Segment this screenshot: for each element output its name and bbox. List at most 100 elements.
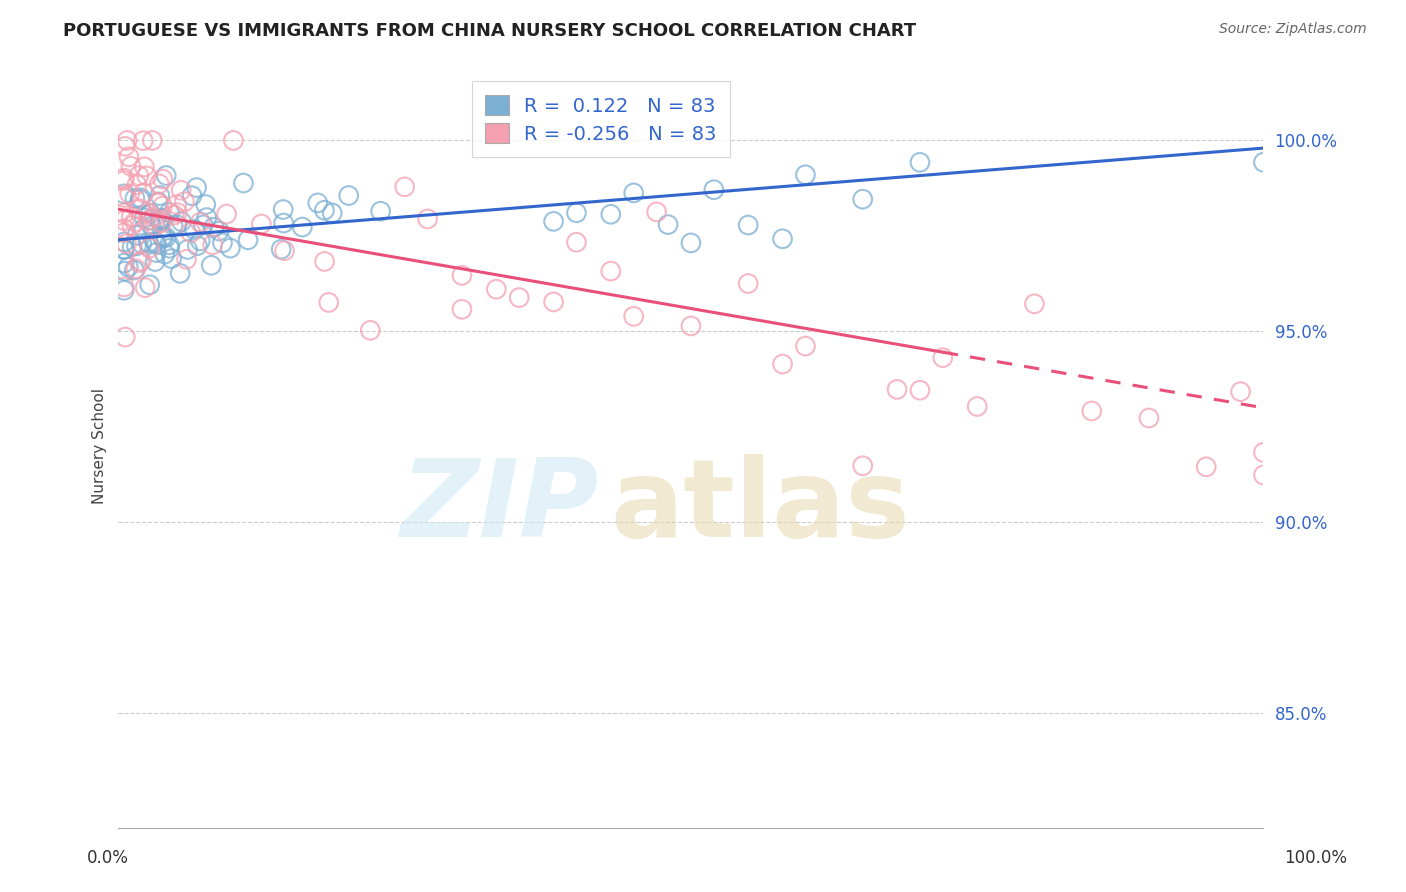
Point [170,215,193,229]
Point [128,169,150,183]
Point [932,351,955,365]
Point [120,159,142,173]
Point [112,206,135,220]
Point [543,294,565,309]
Point [416,211,439,226]
Text: 0.0%: 0.0% [87,849,129,867]
Point [1253,445,1275,459]
Point [908,155,931,169]
Legend: R =  0.122   N = 83, R = -0.256   N = 83: R = 0.122 N = 83, R = -0.256 N = 83 [471,81,730,158]
Point [166,197,188,211]
Point [183,222,205,236]
Point [115,236,138,251]
Point [150,229,173,244]
Point [138,235,160,250]
Point [188,234,211,248]
Point [270,243,292,257]
Point [565,235,588,250]
Point [657,218,679,232]
Point [136,213,159,227]
Point [112,173,135,187]
Point [141,133,163,147]
Point [114,264,136,278]
Point [215,207,238,221]
Point [143,254,166,268]
Point [134,211,156,225]
Point [772,357,794,371]
Point [118,186,141,201]
Point [219,241,242,255]
Point [679,235,702,250]
Point [155,169,177,183]
Point [166,218,188,232]
Point [173,194,195,209]
Point [188,215,211,229]
Point [125,261,148,276]
Point [117,260,139,274]
Point [703,183,725,197]
Point [307,195,329,210]
Point [852,192,875,206]
Point [139,206,162,220]
Point [543,214,565,228]
Point [599,207,621,221]
Point [176,243,198,257]
Text: atlas: atlas [610,454,911,560]
Point [112,226,135,240]
Point [508,291,530,305]
Point [112,242,135,256]
Point [121,240,143,254]
Point [794,168,817,182]
Point [1229,384,1251,399]
Point [112,190,135,204]
Point [149,188,172,202]
Point [966,400,988,414]
Y-axis label: Nursery School: Nursery School [93,388,107,504]
Point [852,458,875,473]
Point [394,179,416,194]
Point [162,219,184,233]
Point [150,211,173,226]
Point [125,239,148,253]
Point [679,318,702,333]
Point [128,255,150,269]
Point [112,283,135,297]
Point [136,206,159,220]
Point [129,193,152,207]
Point [125,178,148,192]
Point [623,186,645,200]
Point [163,208,186,222]
Point [146,194,169,209]
Point [131,236,153,251]
Point [1253,155,1275,169]
Point [160,252,183,266]
Point [159,241,181,255]
Point [886,383,908,397]
Point [1137,411,1160,425]
Point [250,217,273,231]
Point [1195,459,1218,474]
Point [132,134,155,148]
Point [451,302,474,317]
Text: 100.0%: 100.0% [1284,849,1347,867]
Point [271,202,294,217]
Point [314,203,336,218]
Point [195,211,218,225]
Point [155,230,177,244]
Point [115,133,138,147]
Point [176,252,198,267]
Point [148,177,170,191]
Point [134,280,156,294]
Point [1253,467,1275,482]
Point [112,256,135,270]
Point [121,219,143,233]
Point [124,191,146,205]
Point [112,222,135,236]
Point [359,323,381,337]
Point [141,219,163,233]
Point [321,206,343,220]
Point [143,211,166,225]
Point [149,211,172,226]
Point [114,330,136,344]
Point [737,218,759,232]
